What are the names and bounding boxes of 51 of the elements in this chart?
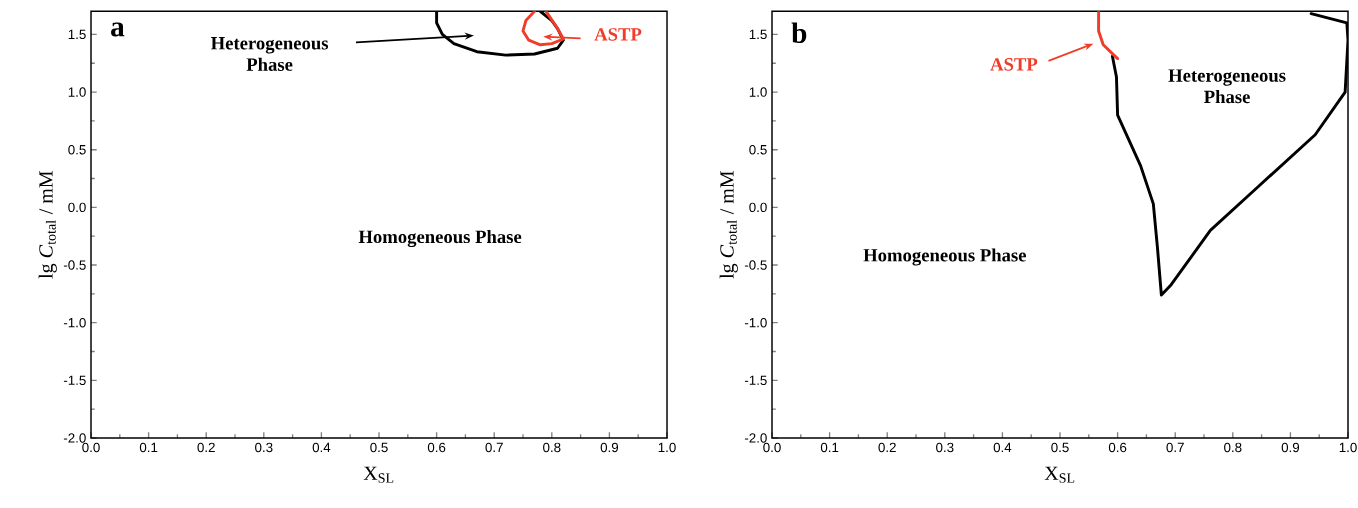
x-tick-label: 0.0	[763, 442, 781, 453]
chart-title: b	[791, 22, 807, 44]
annotation: Homogeneous Phase	[358, 229, 522, 248]
x-tick-label: 0.2	[878, 442, 896, 453]
x-tick-label: 0.1	[139, 442, 158, 453]
y-tick-label: 0.5	[749, 145, 767, 155]
y-tick-label: 1.5	[68, 29, 86, 40]
y-tick-label: -1.5	[744, 375, 767, 385]
x-tick-label: 0.1	[820, 442, 839, 453]
x-tick-label: 1.0	[1339, 442, 1357, 453]
y-axis-title: lg C$_{total}$ / mM	[38, 171, 57, 279]
y-tick-label: -2.0	[63, 433, 86, 443]
y-tick-label: 0.0	[68, 202, 86, 213]
y-tick-label: -1.5	[63, 375, 86, 385]
y-tick-label: 1.0	[749, 87, 767, 97]
y-tick-label: -0.5	[63, 260, 86, 270]
x-tick-label: 0.7	[1166, 442, 1184, 453]
y-tick-label: 1.0	[68, 87, 86, 97]
y-tick-label: 1.5	[749, 29, 767, 40]
x-tick-label: 0.8	[1224, 442, 1242, 453]
y-tick-label: -0.5	[744, 260, 767, 270]
x-axis-title: X$_{SL}$	[1044, 466, 1075, 483]
x-tick-label: 0.6	[1108, 442, 1127, 453]
annotation: ASTP	[594, 28, 642, 41]
x-tick-label: 0.4	[993, 442, 1012, 453]
x-axis-title: X$_{SL}$	[363, 466, 394, 483]
annotation: Heterogeneous Phase	[210, 37, 329, 71]
x-tick-label: 1.0	[658, 442, 676, 453]
chart-title: a	[111, 22, 125, 37]
x-tick-label: 0.5	[1051, 442, 1069, 453]
x-tick-label: 0.7	[485, 442, 503, 453]
x-tick-label: 0.0	[82, 442, 100, 453]
y-tick-label: 0.0	[749, 202, 767, 213]
x-tick-label: 0.8	[543, 442, 561, 453]
annotation: Homogeneous Phase	[863, 248, 1026, 266]
y-tick-label: -1.0	[63, 317, 86, 328]
x-tick-label: 0.2	[197, 442, 215, 453]
x-tick-label: 0.6	[427, 442, 446, 453]
y-tick-label: -2.0	[744, 433, 767, 443]
annotation: ASTP	[990, 58, 1038, 71]
x-tick-label: 0.4	[312, 442, 331, 453]
x-tick-label: 0.9	[1281, 442, 1300, 453]
y-axis-title: lg C$_{total}$ / mM	[719, 171, 738, 279]
y-tick-label: 0.5	[68, 145, 86, 155]
x-tick-label: 0.3	[936, 442, 954, 453]
x-tick-label: 0.3	[255, 442, 273, 453]
line-series	[1097, 11, 1120, 61]
x-tick-label: 0.5	[370, 442, 388, 453]
y-tick-label: -1.0	[744, 317, 767, 328]
x-tick-label: 0.9	[600, 442, 619, 453]
annotation: Heterogeneous Phase	[1168, 69, 1286, 104]
